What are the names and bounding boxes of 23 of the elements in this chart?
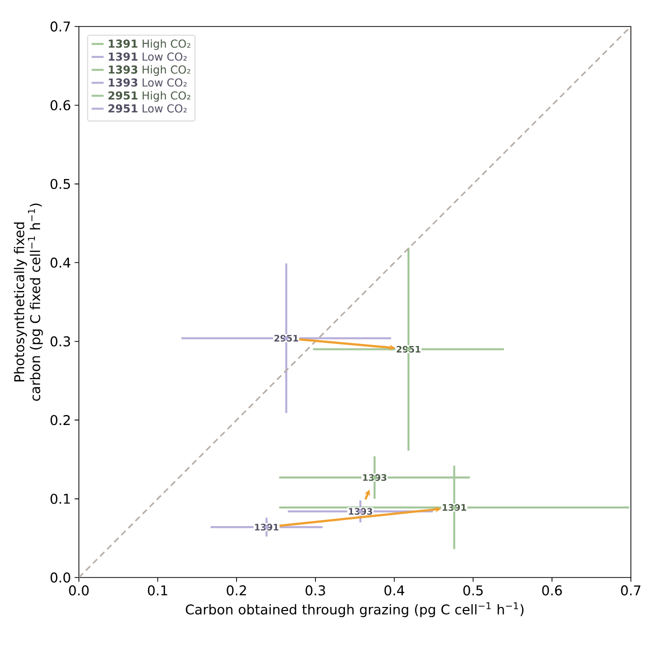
- x-tick-label: 0.4: [384, 585, 404, 596]
- x-tick-label: 0.3: [306, 585, 326, 596]
- y-tick-label: 0.4: [50, 258, 70, 268]
- x-tick-label: 0.6: [542, 585, 562, 596]
- y-tick-label: 0.1: [50, 494, 70, 504]
- y-tick-label: 0.6: [50, 100, 70, 110]
- legend-label: 1391 High CO₂: [108, 39, 190, 50]
- y-tick-label: 0.5: [50, 178, 70, 190]
- x-tick-label: 0.7: [621, 585, 640, 596]
- x-tick-label: 0.5: [463, 585, 483, 596]
- legend-label: 1393 Low CO₂: [108, 78, 187, 87]
- y-tick-label: 0.7: [50, 21, 70, 32]
- legend-label: 1393 High CO₂: [108, 65, 190, 76]
- x-tick-label: 0.2: [226, 585, 246, 596]
- y-tick-label: 0.2: [50, 414, 70, 426]
- legend-label: 2951 Low CO₂: [108, 104, 187, 113]
- legend-label: 2951 High CO₂: [108, 91, 190, 102]
- y-tick-label: 0.3: [50, 336, 70, 346]
- x-axis-title: Carbon obtained through grazing (pg C cell$^{−1}$ h$^{−1}$): [186, 602, 524, 618]
- y-tick-label: 0.0: [50, 572, 70, 583]
- x-tick-label: 0.1: [148, 585, 168, 596]
- legend-label: 1391 Low CO₂: [108, 52, 187, 61]
- x-tick-label: 0.0: [69, 585, 89, 596]
